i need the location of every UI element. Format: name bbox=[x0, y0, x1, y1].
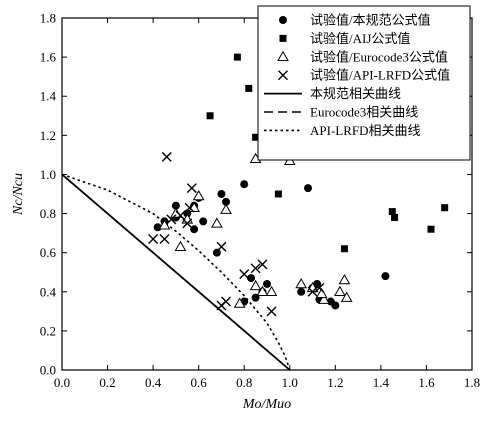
point-circle bbox=[212, 248, 221, 257]
y-tick-label: 0.4 bbox=[40, 284, 57, 299]
legend-label: 试验值/本规范公式值 bbox=[310, 13, 431, 28]
legend-marker-triangle bbox=[277, 50, 289, 62]
y-tick-label: 0.6 bbox=[40, 245, 57, 260]
point-circle bbox=[263, 279, 271, 288]
x-tick-label: 1.2 bbox=[327, 375, 343, 390]
point-x bbox=[216, 241, 227, 252]
x-tick-label: 0.2 bbox=[99, 375, 115, 390]
x-tick-label: 0.0 bbox=[54, 375, 70, 390]
y-tick-label: 0.8 bbox=[40, 206, 56, 221]
legend-label: 试验值/AIJ公式值 bbox=[310, 31, 410, 46]
point-square bbox=[245, 84, 253, 92]
point-square bbox=[274, 190, 282, 198]
point-circle bbox=[222, 197, 230, 206]
point-circle bbox=[217, 190, 226, 198]
point-triangle bbox=[256, 285, 269, 297]
point-circle bbox=[240, 180, 249, 189]
point-square bbox=[388, 208, 396, 216]
point-x bbox=[186, 183, 197, 194]
point-triangle bbox=[192, 189, 205, 201]
point-circle bbox=[313, 279, 322, 288]
point-square bbox=[391, 213, 399, 221]
point-circle bbox=[247, 274, 256, 283]
point-triangle bbox=[249, 279, 262, 291]
legend-box bbox=[257, 5, 471, 161]
point-x bbox=[221, 296, 231, 307]
point-triangle bbox=[318, 293, 330, 304]
legend-label: Eurocode3相关曲线 bbox=[310, 105, 418, 120]
point-x bbox=[184, 202, 195, 213]
x-tick-label: 1.6 bbox=[418, 375, 435, 390]
x-tick-label: 0.6 bbox=[191, 375, 208, 390]
point-square bbox=[233, 53, 241, 61]
legend-marker-circle bbox=[279, 16, 287, 24]
curve-solid bbox=[61, 173, 291, 371]
point-triangle bbox=[211, 217, 223, 228]
point-x bbox=[161, 151, 172, 162]
legend-label: 试验值/API-LRFD公式值 bbox=[310, 68, 450, 83]
x-tick-label: 0.8 bbox=[236, 375, 252, 390]
point-x bbox=[266, 306, 277, 317]
point-circle bbox=[171, 201, 180, 210]
legend-label: 本规范相关曲线 bbox=[310, 86, 401, 101]
point-x bbox=[166, 214, 177, 225]
point-square bbox=[340, 245, 348, 253]
legend-marker-x bbox=[278, 70, 288, 81]
y-tick-label: 1.4 bbox=[40, 89, 57, 104]
point-x bbox=[250, 263, 261, 274]
point-triangle bbox=[295, 277, 308, 289]
point-x bbox=[314, 282, 325, 293]
y-tick-label: 0.0 bbox=[40, 363, 56, 378]
y-tick-label: 1.6 bbox=[40, 50, 57, 65]
point-x bbox=[182, 218, 193, 229]
legend-label: API-LRFD相关曲线 bbox=[310, 123, 421, 138]
legend-marker-square bbox=[279, 34, 287, 42]
y-tick-label: 1.0 bbox=[40, 167, 56, 182]
point-square bbox=[427, 225, 435, 233]
x-tick-label: 1.8 bbox=[464, 375, 480, 390]
y-axis-title: Nc/Ncu bbox=[11, 173, 26, 216]
point-circle bbox=[381, 272, 390, 281]
legend-label: 试验值/Eurocode3公式值 bbox=[310, 49, 448, 64]
x-tick-label: 1.4 bbox=[373, 375, 390, 390]
point-x bbox=[307, 286, 318, 297]
point-square bbox=[441, 204, 449, 212]
y-tick-label: 1.2 bbox=[40, 128, 56, 143]
point-triangle bbox=[340, 291, 353, 302]
point-triangle bbox=[265, 285, 278, 297]
point-x bbox=[239, 269, 250, 280]
point-triangle bbox=[315, 287, 328, 298]
point-triangle bbox=[334, 285, 346, 297]
point-circle bbox=[297, 287, 306, 296]
point-square bbox=[252, 133, 260, 141]
x-tick-label: 1.0 bbox=[282, 375, 298, 390]
point-circle bbox=[199, 217, 208, 226]
y-tick-label: 0.2 bbox=[40, 323, 56, 338]
point-circle bbox=[304, 184, 312, 193]
point-x bbox=[257, 259, 268, 270]
x-tick-label: 0.4 bbox=[145, 375, 162, 390]
x-axis-title: Mo/Muo bbox=[242, 397, 291, 412]
point-square bbox=[206, 112, 214, 120]
point-triangle bbox=[233, 297, 246, 308]
point-x bbox=[148, 233, 159, 244]
point-triangle bbox=[338, 274, 351, 285]
point-triangle bbox=[174, 240, 187, 252]
y-tick-label: 1.8 bbox=[40, 11, 56, 26]
point-triangle bbox=[220, 203, 232, 214]
point-x bbox=[159, 233, 170, 244]
point-triangle bbox=[158, 219, 171, 230]
